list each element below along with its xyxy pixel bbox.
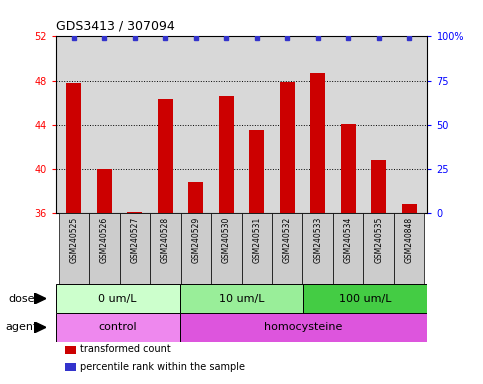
Text: GSM240527: GSM240527 xyxy=(130,217,139,263)
Bar xyxy=(272,213,302,284)
Text: GSM240532: GSM240532 xyxy=(283,217,292,263)
Text: agent: agent xyxy=(5,322,38,333)
Bar xyxy=(363,213,394,284)
Bar xyxy=(242,213,272,284)
Text: GSM240531: GSM240531 xyxy=(252,217,261,263)
Text: GSM240526: GSM240526 xyxy=(100,217,109,263)
Text: dose: dose xyxy=(9,293,35,304)
Polygon shape xyxy=(34,293,46,304)
Bar xyxy=(249,130,264,213)
Text: transformed count: transformed count xyxy=(80,344,170,354)
Text: 0 um/L: 0 um/L xyxy=(98,293,137,304)
Text: GSM240534: GSM240534 xyxy=(344,217,353,263)
Text: control: control xyxy=(98,322,137,333)
Bar xyxy=(333,213,363,284)
Text: GSM240535: GSM240535 xyxy=(374,217,383,263)
Bar xyxy=(303,284,427,313)
Bar xyxy=(371,160,386,213)
Text: GDS3413 / 307094: GDS3413 / 307094 xyxy=(56,20,174,33)
Bar xyxy=(394,213,425,284)
Bar xyxy=(401,204,417,213)
Bar xyxy=(58,213,89,284)
Bar xyxy=(180,284,303,313)
Bar xyxy=(157,99,173,213)
Bar xyxy=(219,96,234,213)
Bar xyxy=(56,284,180,313)
Text: GSM240530: GSM240530 xyxy=(222,217,231,263)
Text: homocysteine: homocysteine xyxy=(264,322,342,333)
Text: percentile rank within the sample: percentile rank within the sample xyxy=(80,362,245,372)
Text: GSM240533: GSM240533 xyxy=(313,217,322,263)
Polygon shape xyxy=(34,322,46,333)
Bar xyxy=(120,213,150,284)
Text: GSM240848: GSM240848 xyxy=(405,217,413,263)
Bar xyxy=(127,212,142,213)
Bar xyxy=(280,82,295,213)
Bar xyxy=(56,313,180,342)
Text: 10 um/L: 10 um/L xyxy=(219,293,264,304)
Bar xyxy=(310,73,326,213)
Bar xyxy=(66,83,82,213)
Bar xyxy=(211,213,242,284)
Text: GSM240529: GSM240529 xyxy=(191,217,200,263)
Bar xyxy=(181,213,211,284)
Bar xyxy=(341,124,356,213)
Bar xyxy=(180,313,427,342)
Bar xyxy=(302,213,333,284)
Bar xyxy=(97,169,112,213)
Text: GSM240525: GSM240525 xyxy=(70,217,78,263)
Bar xyxy=(188,182,203,213)
Bar xyxy=(89,213,120,284)
Bar xyxy=(150,213,181,284)
Text: GSM240528: GSM240528 xyxy=(161,217,170,263)
Text: 100 um/L: 100 um/L xyxy=(339,293,392,304)
